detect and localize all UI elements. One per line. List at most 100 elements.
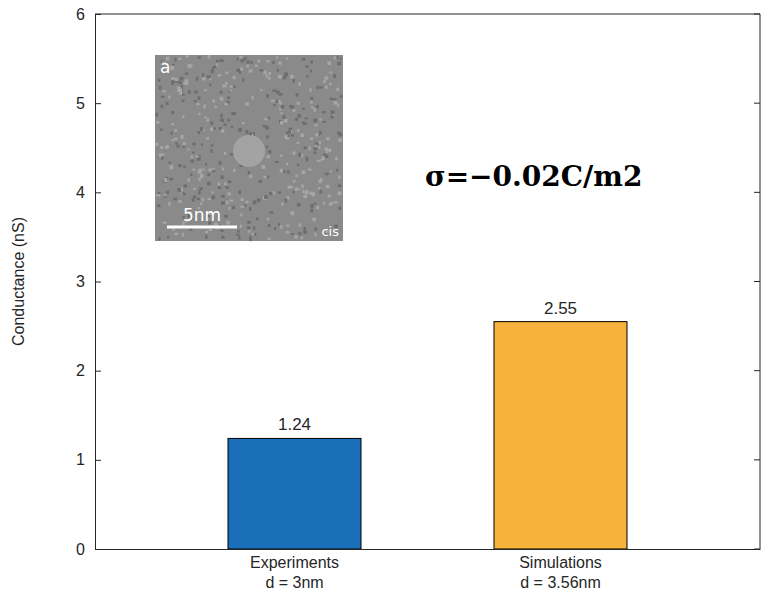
- inset-grain: [230, 200, 234, 202]
- inset-grain: [199, 187, 202, 190]
- inset-grain: [164, 194, 167, 196]
- inset-grain: [323, 153, 327, 156]
- inset-grain: [165, 145, 169, 148]
- inset-grain: [324, 76, 327, 79]
- inset-grain: [182, 233, 184, 237]
- y-tick-label: 0: [76, 541, 85, 558]
- inset-grain: [308, 169, 312, 171]
- inset-grain: [214, 106, 217, 108]
- inset-grain: [171, 77, 175, 80]
- inset-grain: [238, 128, 242, 132]
- inset-grain: [164, 178, 167, 182]
- inset-grain: [204, 116, 206, 118]
- inset-grain: [310, 204, 313, 208]
- inset-grain: [304, 146, 307, 149]
- inset-grain: [281, 105, 285, 109]
- inset-grain: [286, 231, 289, 234]
- inset-grain: [220, 230, 224, 232]
- y-axis: 0123456: [76, 6, 101, 558]
- inset-grain: [166, 191, 169, 194]
- inset-grain: [193, 169, 195, 172]
- inset-grain: [179, 92, 182, 95]
- inset-grain: [183, 142, 186, 145]
- inset-grain: [319, 190, 322, 194]
- inset-grain: [297, 102, 300, 105]
- inset-grain: [261, 165, 265, 169]
- x-tick-label-line: Experiments: [250, 554, 339, 571]
- inset-grain: [167, 236, 169, 239]
- inset-grain: [174, 129, 176, 132]
- inset-grain: [211, 144, 214, 146]
- inset-grain: [338, 138, 342, 141]
- inset-grain: [284, 119, 288, 122]
- inset-grain: [183, 166, 186, 168]
- inset-grain: [268, 77, 271, 80]
- inset-grain: [172, 228, 174, 230]
- inset-grain: [228, 207, 230, 210]
- inset-grain: [292, 79, 295, 83]
- y-tick-mark: [95, 103, 101, 104]
- y-tick-label: 1: [76, 451, 85, 468]
- inset-grain: [250, 61, 253, 63]
- inset-grain: [233, 112, 236, 115]
- inset-grain: [333, 74, 336, 78]
- inset-grain: [182, 146, 185, 148]
- y-tick-label: 5: [76, 95, 85, 112]
- inset-grain: [289, 105, 293, 108]
- inset-grain: [169, 178, 173, 181]
- inset-grain: [231, 112, 235, 115]
- inset-grain: [319, 141, 321, 144]
- inset-grain: [202, 77, 206, 80]
- y-tick-mark: [95, 192, 101, 193]
- inset-grain: [296, 93, 299, 96]
- inset-grain: [299, 223, 301, 227]
- inset-grain: [300, 133, 303, 137]
- inset-grain: [302, 170, 306, 174]
- inset-grain: [315, 145, 317, 147]
- bar: [228, 438, 361, 549]
- inset-grain: [184, 184, 187, 187]
- inset-grain: [213, 66, 216, 68]
- inset-grain: [209, 84, 211, 87]
- y-tick-mark-right: [754, 103, 760, 104]
- inset-grain: [295, 118, 298, 121]
- inset-grain: [224, 215, 228, 218]
- inset-grain: [182, 192, 184, 194]
- annotation: σ=−0.02C/m2: [425, 160, 642, 193]
- inset-grain: [161, 156, 163, 159]
- y-tick-mark: [95, 14, 101, 15]
- inset-grain: [323, 121, 326, 123]
- inset-grain: [166, 102, 169, 105]
- inset-grain: [221, 195, 225, 198]
- inset-grain: [224, 152, 227, 155]
- inset-grain: [207, 118, 209, 121]
- inset-grain: [219, 161, 222, 165]
- inset-grain: [168, 202, 170, 206]
- inset-grain: [253, 226, 255, 230]
- inset-grain: [330, 115, 333, 118]
- inset-grain: [263, 176, 266, 178]
- inset-grain: [212, 191, 214, 193]
- inset-grain: [175, 233, 178, 235]
- inset-grain: [172, 79, 174, 82]
- inset-grain: [276, 100, 279, 103]
- inset-grain: [302, 58, 306, 61]
- inset-grain: [241, 198, 244, 201]
- inset-grain: [178, 164, 182, 167]
- inset-grain: [278, 75, 282, 79]
- inset-grain: [200, 127, 203, 131]
- inset-grain: [310, 60, 313, 63]
- inset-grain: [292, 151, 295, 154]
- y-right-ticks: [754, 14, 760, 549]
- inset-grain: [198, 113, 200, 115]
- inset-grain: [228, 181, 231, 184]
- y-tick: 3: [76, 273, 101, 290]
- x-tick: Experimentsd = 3nm: [250, 549, 339, 591]
- inset-grain: [222, 84, 226, 87]
- y-tick: 6: [76, 6, 101, 23]
- inset-grain: [156, 143, 159, 146]
- inset-grain: [171, 123, 174, 125]
- inset-grain: [231, 126, 233, 128]
- inset-grain: [249, 207, 251, 211]
- inset-grain: [227, 97, 230, 99]
